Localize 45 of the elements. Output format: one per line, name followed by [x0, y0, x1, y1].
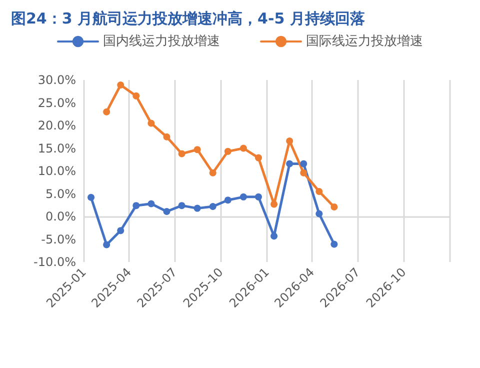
point [209, 169, 216, 176]
point [148, 200, 155, 208]
point [330, 240, 338, 248]
y-tick-label: 5.0% [46, 186, 76, 201]
point [194, 204, 201, 212]
point [224, 148, 232, 155]
chart-title: 图24：3 月航司运力投放增速冲高，4-5 月持续回落 [11, 10, 366, 28]
point [270, 232, 278, 240]
point [178, 202, 186, 210]
point [117, 82, 124, 89]
y-tick-label: 10.0% [38, 164, 76, 178]
point [178, 150, 186, 158]
point [330, 203, 338, 210]
point [254, 193, 262, 200]
point [163, 208, 170, 215]
point [148, 120, 155, 127]
point [132, 202, 140, 210]
point [163, 133, 170, 140]
point [300, 169, 308, 176]
point [88, 194, 95, 201]
point [224, 196, 232, 204]
point [132, 92, 140, 100]
point [286, 160, 294, 168]
y-tick-label: 25.0% [38, 96, 76, 110]
point [194, 146, 201, 154]
point [103, 241, 110, 248]
legend-label: 国际线运力投放增速 [306, 34, 423, 49]
point [254, 154, 262, 162]
point [240, 193, 247, 200]
point [316, 210, 323, 218]
y-tick-label: 20.0% [38, 118, 76, 132]
y-tick-label: 30.0% [38, 73, 76, 87]
point [286, 137, 294, 144]
point [270, 200, 278, 208]
point [209, 202, 216, 210]
y-tick-label: 15.0% [38, 141, 76, 156]
y-tick-label: -5.0% [41, 232, 76, 246]
point [300, 160, 308, 168]
point [316, 188, 323, 195]
point [117, 227, 124, 234]
point [240, 144, 247, 152]
legend-label: 国内线运力投放增速 [103, 34, 220, 49]
y-tick-label: 0.0% [46, 210, 76, 224]
point [103, 108, 110, 116]
y-tick-label: -10.0% [34, 255, 76, 269]
